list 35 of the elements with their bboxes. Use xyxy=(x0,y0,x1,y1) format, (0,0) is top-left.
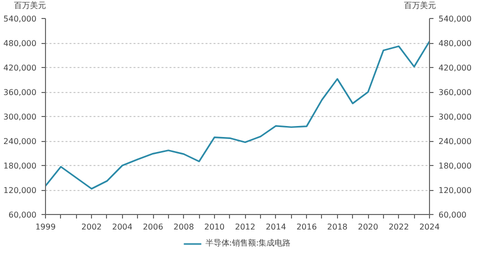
x-tick-label: 1999 xyxy=(35,222,56,232)
y-tick-label: 420,000 xyxy=(3,64,37,72)
x-tick-label: 2016 xyxy=(296,222,317,232)
y-tick-label: 540,000 xyxy=(3,14,37,24)
legend-label: 半导体:销售额:集成电路 xyxy=(205,238,291,248)
x-tick-label: 2020 xyxy=(358,222,378,232)
y2-tick-label: 240,000 xyxy=(438,137,472,146)
y-tick-label: 360,000 xyxy=(3,88,37,97)
x-tick-label: 2018 xyxy=(327,222,348,232)
y2-tick-label: 360,000 xyxy=(438,88,472,97)
y2-axis-title: 百万美元 xyxy=(404,0,436,12)
y-tick-label: 180,000 xyxy=(3,162,37,170)
y-tick-label: 240,000 xyxy=(3,137,37,146)
y2-tick-label: 120,000 xyxy=(438,186,472,195)
y-tick-label: 480,000 xyxy=(3,39,37,48)
y2-tick-label: 480,000 xyxy=(438,39,472,48)
x-tick-label: 2010 xyxy=(204,222,225,232)
y2-tick-label: 180,000 xyxy=(438,162,472,170)
x-tick-label: 2022 xyxy=(388,222,409,232)
y2-tick-label: 300,000 xyxy=(438,112,472,122)
x-tick-label: 2024 xyxy=(419,222,440,232)
y2-tick-label: 540,000 xyxy=(438,14,472,24)
y-tick-label: 60,000 xyxy=(8,210,37,220)
x-tick-label: 2008 xyxy=(174,222,194,232)
y-axis-title: 百万美元 xyxy=(14,0,46,12)
x-tick-label: 2004 xyxy=(112,222,132,232)
line-series xyxy=(46,40,430,190)
y-tick-label: 120,000 xyxy=(3,186,37,195)
y2-tick-label: 420,000 xyxy=(438,64,472,72)
y2-tick-label: 60,000 xyxy=(438,210,466,220)
y-tick-label: 300,000 xyxy=(3,112,37,122)
x-tick-label: 2012 xyxy=(235,222,256,232)
x-tick-label: 2002 xyxy=(81,222,102,232)
x-tick-label: 2006 xyxy=(142,222,164,232)
x-tick-label: 2014 xyxy=(266,222,286,232)
